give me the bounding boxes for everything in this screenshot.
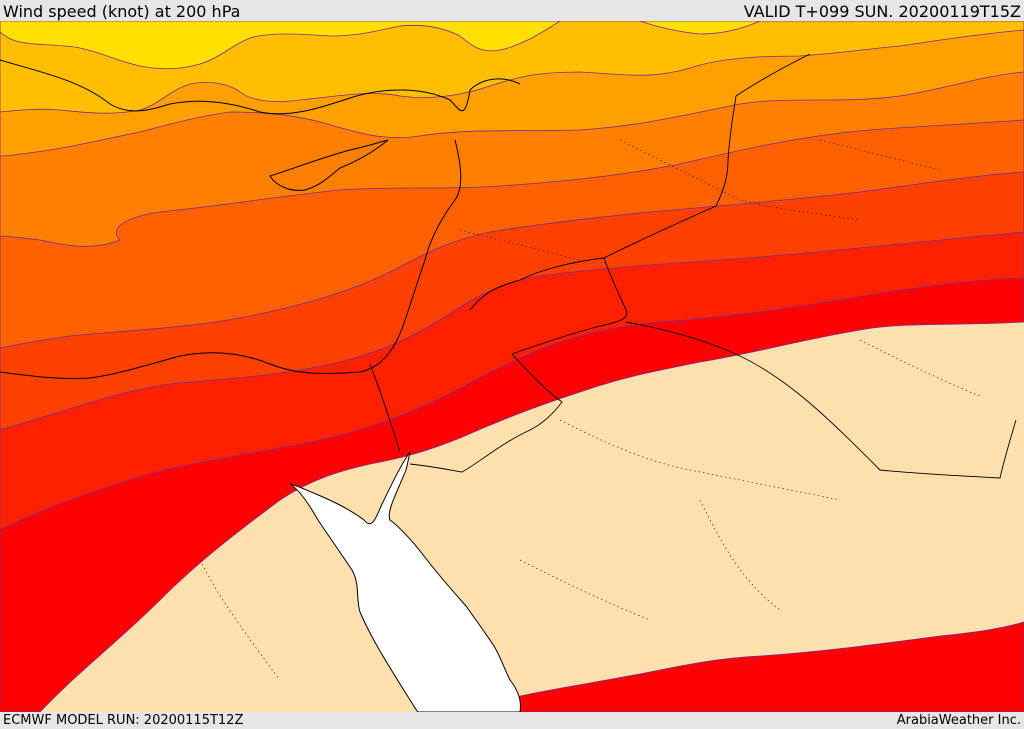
model-run: ECMWF MODEL RUN: 20200115T12Z <box>3 713 244 728</box>
mediterranean-coastline <box>0 139 462 380</box>
map-title: Wind speed (knot) at 200 hPa <box>3 2 241 21</box>
valid-time: VALID T+099 SUN. 20200119T15Z <box>743 2 1021 21</box>
wind-speed-map <box>0 21 1024 712</box>
footer-bar: ECMWF MODEL RUN: 20200115T12Z ArabiaWeat… <box>0 712 1024 729</box>
turkey-coastline <box>0 59 521 115</box>
credit: ArabiaWeather Inc. <box>896 713 1021 728</box>
province-boundaries <box>199 139 981 681</box>
band-lightest <box>0 21 561 70</box>
header-bar: Wind speed (knot) at 200 hPa VALID T+099… <box>0 0 1024 21</box>
map-canvas <box>0 21 1024 712</box>
red-sea <box>289 451 521 712</box>
country-borders <box>369 53 1017 479</box>
cyprus-island <box>269 139 389 191</box>
band-strongest-south <box>449 621 1024 712</box>
band-2 <box>0 21 1024 114</box>
band-lightest-east <box>639 21 761 35</box>
